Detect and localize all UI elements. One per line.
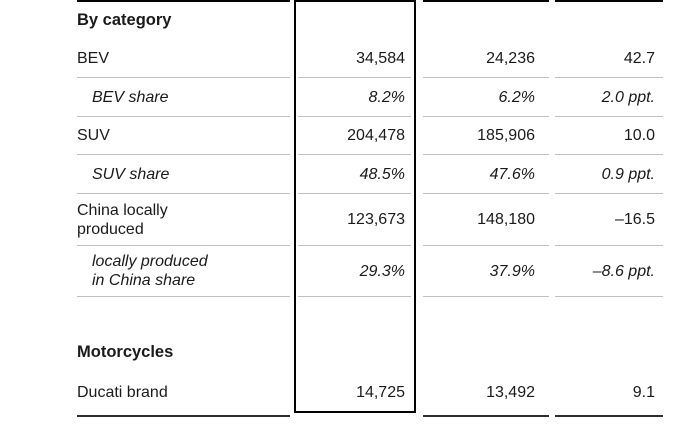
value-change: 2.0 ppt. <box>601 88 655 106</box>
table-bottom-border-column-3 <box>555 415 663 417</box>
row-label: BEV share <box>92 88 169 106</box>
value-prior-period: 47.6% <box>489 165 535 183</box>
table-row-suv-share: SUV share 48.5% 47.6% 0.9 ppt. <box>77 155 663 194</box>
value-current-period: 8.2% <box>368 88 405 106</box>
row-label: locally produced in China share <box>92 253 208 289</box>
row-label: China locally produced <box>77 201 168 238</box>
value-prior-period: 37.9% <box>489 262 535 280</box>
table-row-ducati-brand: Ducati brand 14,725 13,492 9.1 <box>77 372 663 413</box>
table-bottom-border-column-2 <box>423 415 549 417</box>
table-row-suv: SUV 204,478 185,906 10.0 <box>77 117 663 155</box>
row-label: BEV <box>77 50 110 67</box>
table-bottom-border-label-column <box>77 415 290 417</box>
value-change: 9.1 <box>632 384 655 401</box>
value-current-period: 123,673 <box>347 211 405 228</box>
row-label: SUV share <box>92 165 170 183</box>
table-row-section-motorcycles: Motorcycles <box>77 332 663 372</box>
value-current-period: 48.5% <box>359 165 405 183</box>
table-row-bev: BEV 34,584 24,236 42.7 <box>77 40 663 78</box>
value-current-period: 204,478 <box>347 127 405 144</box>
value-change: 10.0 <box>623 127 655 144</box>
value-prior-period: 148,180 <box>477 211 535 228</box>
value-prior-period: 185,906 <box>477 127 535 144</box>
value-change: 0.9 ppt. <box>601 165 655 183</box>
value-current-period: 29.3% <box>359 262 405 280</box>
value-change: –8.6 ppt. <box>592 262 655 280</box>
value-current-period: 14,725 <box>356 384 405 401</box>
section-header: Motorcycles <box>77 342 174 361</box>
value-current-period: 34,584 <box>356 50 405 67</box>
table-top-border-column-3 <box>555 0 663 2</box>
value-change: –16.5 <box>614 211 655 228</box>
value-prior-period: 6.2% <box>498 88 535 106</box>
table-row-locally-produced-in-china-share: locally produced in China share 29.3% 37… <box>77 246 663 297</box>
table-row-bev-share: BEV share 8.2% 6.2% 2.0 ppt. <box>77 78 663 117</box>
section-header: By category <box>77 10 172 29</box>
table-row-section-by-category: By category <box>77 0 663 40</box>
deliveries-table: By category BEV 34,584 24,236 42.7 BEV s… <box>77 0 663 435</box>
row-label: Ducati brand <box>77 384 168 401</box>
table-body: By category BEV 34,584 24,236 42.7 BEV s… <box>77 0 663 413</box>
table-top-border-column-2 <box>423 0 549 2</box>
table-row-spacer <box>77 297 663 332</box>
value-prior-period: 13,492 <box>486 384 535 401</box>
table-row-china-locally-produced: China locally produced 123,673 148,180 –… <box>77 194 663 246</box>
value-change: 42.7 <box>623 50 655 67</box>
value-prior-period: 24,236 <box>486 50 535 67</box>
table-top-border-label-column <box>77 0 290 2</box>
row-label: SUV <box>77 127 110 144</box>
